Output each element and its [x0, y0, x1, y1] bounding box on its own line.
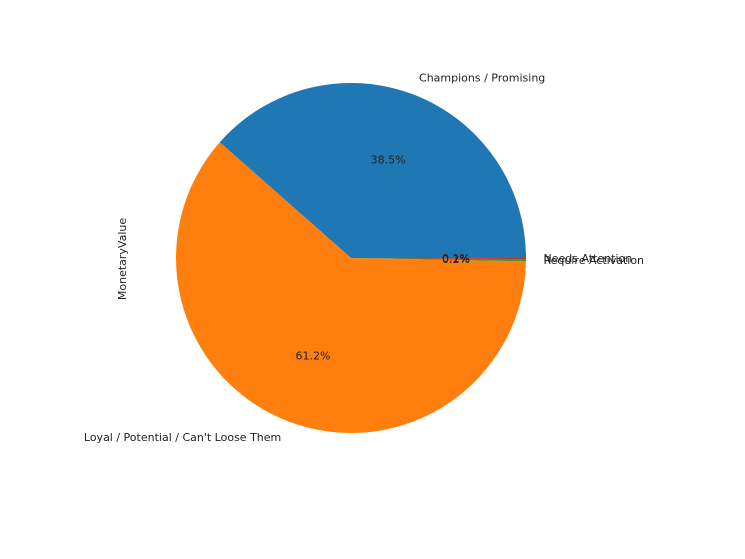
pie-category-label-0: Champions / Promising — [419, 71, 545, 84]
pie-slice-3 — [351, 258, 526, 260]
pie-slice-2 — [351, 258, 526, 262]
pie-slice-1 — [176, 142, 526, 433]
pie-slice-0 — [219, 83, 526, 258]
pie-category-label-2: Require Activation — [543, 254, 644, 267]
pie-pct-label-1: 61.2% — [295, 349, 330, 362]
pie-pct-label-0: 38.5% — [371, 153, 406, 166]
pie-labels: 38.5% Champions / Promising 61.2% Loyal / P… — [84, 71, 644, 443]
pie-pct-label-3: 0.1% — [442, 252, 470, 265]
pie-category-label-1: Loyal / Potential / Can't Loose Them — [84, 431, 281, 444]
pie-category-label-3: Needs Attention — [543, 252, 632, 265]
y-axis-label: MonetaryValue — [116, 218, 129, 300]
pie-pct-label-2: 0.2% — [442, 253, 470, 266]
pie-slices — [176, 83, 526, 433]
